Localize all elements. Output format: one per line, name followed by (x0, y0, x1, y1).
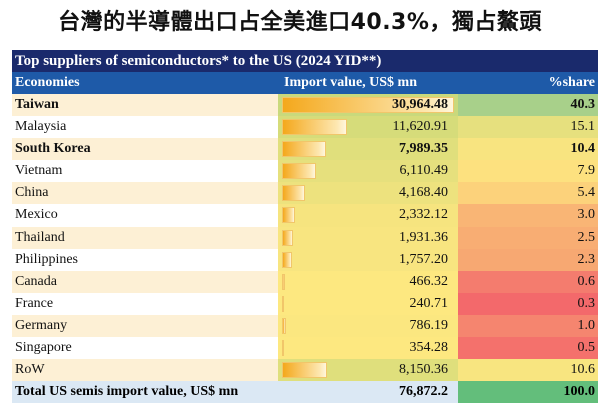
table-row: Philippines 1,757.20 2.3 (12, 248, 598, 271)
import-value-cell: 466.32 (278, 270, 458, 293)
table-row: China 4,168.40 5.4 (12, 182, 598, 205)
import-value-cell: 4,168.40 (278, 182, 458, 205)
table-row: Canada 466.32 0.6 (12, 270, 598, 293)
value-bar (282, 97, 454, 113)
table-row: Malaysia 11,620.91 15.1 (12, 116, 598, 139)
share-value: 3.0 (458, 204, 598, 227)
value-bar (282, 273, 285, 290)
import-value-cell: 354.28 (278, 337, 458, 360)
table-row: Singapore 354.28 0.5 (12, 337, 598, 360)
import-value-cell: 240.71 (278, 292, 458, 315)
economy-name: Vietnam (15, 163, 63, 179)
economy-name: Philippines (15, 251, 79, 267)
economy-name: Thailand (15, 229, 65, 245)
economy-name: China (15, 185, 49, 201)
table-row: Vietnam 6,110.49 7.9 (12, 160, 598, 183)
table-row: France 240.71 0.3 (12, 292, 598, 315)
value-bar (282, 119, 347, 136)
economy-name: France (15, 295, 54, 311)
value-bar (282, 295, 284, 312)
value-bar (282, 141, 327, 158)
import-value: 11,620.91 (392, 119, 448, 135)
share-value: 0.3 (458, 292, 598, 315)
share-value: 1.0 (458, 314, 598, 338)
economy-name: Canada (15, 273, 57, 289)
share-value: 2.3 (458, 248, 598, 271)
value-bar (282, 362, 328, 379)
share-value: 0.5 (458, 337, 598, 360)
table-row: South Korea 7,989.35 10.4 (12, 138, 598, 161)
table-row: Thailand 1,931.36 2.5 (12, 226, 598, 249)
total-value: 76,872.2 (399, 384, 448, 400)
table-row: Germany 786.19 1.0 (12, 314, 598, 338)
import-value: 1,757.20 (399, 251, 448, 267)
table-row: RoW 8,150.36 10.6 (12, 359, 598, 382)
value-bar (282, 207, 295, 224)
share-value: 0.6 (458, 270, 598, 293)
value-bar (282, 340, 284, 357)
import-value-cell: 8,150.36 (278, 359, 458, 382)
import-value-cell: 786.19 (278, 314, 458, 338)
value-bar (282, 229, 293, 246)
share-value: 15.1 (458, 116, 598, 139)
economy-name: Germany (15, 317, 68, 333)
supplier-table: Top suppliers of semiconductors* to the … (12, 50, 598, 404)
table-caption: Top suppliers of semiconductors* to the … (12, 50, 598, 72)
share-value: 40.3 (458, 94, 598, 117)
economy-name: Taiwan (15, 97, 59, 112)
table-body: Taiwan 30,964.48 40.3 Malaysia 11,620.91 15.1… (12, 94, 598, 382)
table-row: Taiwan 30,964.48 40.3 (12, 94, 598, 117)
share-value: 7.9 (458, 160, 598, 183)
share-value: 2.5 (458, 226, 598, 249)
value-bar (282, 163, 316, 180)
economy-name: Malaysia (15, 119, 67, 135)
page-title: 台灣的半導體出口占全美進口40.3%，獨占鰲頭 (58, 10, 542, 35)
total-row: Total US semis import value, US$ mn 76,8… (12, 381, 598, 404)
share-value: 10.6 (458, 359, 598, 382)
value-bar (282, 185, 306, 202)
import-value-cell: 7,989.35 (278, 138, 458, 161)
economy-name: RoW (15, 362, 45, 378)
import-value: 466.32 (409, 273, 449, 289)
import-value: 7,989.35 (399, 141, 448, 157)
import-value: 786.19 (409, 317, 449, 333)
share-value: 5.4 (458, 182, 598, 205)
total-label: Total US semis import value, US$ mn (15, 384, 239, 400)
economy-name: Mexico (15, 207, 58, 223)
header-import-value: Import value, US$ mn (284, 75, 418, 90)
header-economies: Economies (15, 75, 80, 90)
import-value: 6,110.49 (399, 163, 448, 179)
import-value: 4,168.40 (399, 185, 448, 201)
header-row: Economies Import value, US$ mn %share (12, 72, 598, 94)
import-value-cell: 1,931.36 (278, 226, 458, 249)
import-value-cell: 11,620.91 (278, 116, 458, 139)
import-value: 354.28 (409, 340, 449, 356)
share-value: 10.4 (458, 138, 598, 161)
import-value: 2,332.12 (399, 207, 448, 223)
import-value: 240.71 (409, 295, 449, 311)
import-value: 8,150.36 (399, 362, 448, 378)
import-value-cell: 1,757.20 (278, 248, 458, 271)
table-row: Mexico 2,332.12 3.0 (12, 204, 598, 227)
economy-name: South Korea (15, 141, 91, 157)
header-share: %share (548, 75, 595, 90)
import-value: 1,931.36 (399, 229, 448, 245)
import-value-cell: 6,110.49 (278, 160, 458, 183)
value-bar (282, 317, 287, 334)
import-value: 30,964.48 (392, 97, 448, 112)
total-share: 100.0 (458, 381, 598, 404)
value-bar (282, 251, 292, 268)
import-value-cell: 30,964.48 (278, 94, 458, 117)
economy-name: Singapore (15, 340, 72, 356)
import-value-cell: 2,332.12 (278, 204, 458, 227)
